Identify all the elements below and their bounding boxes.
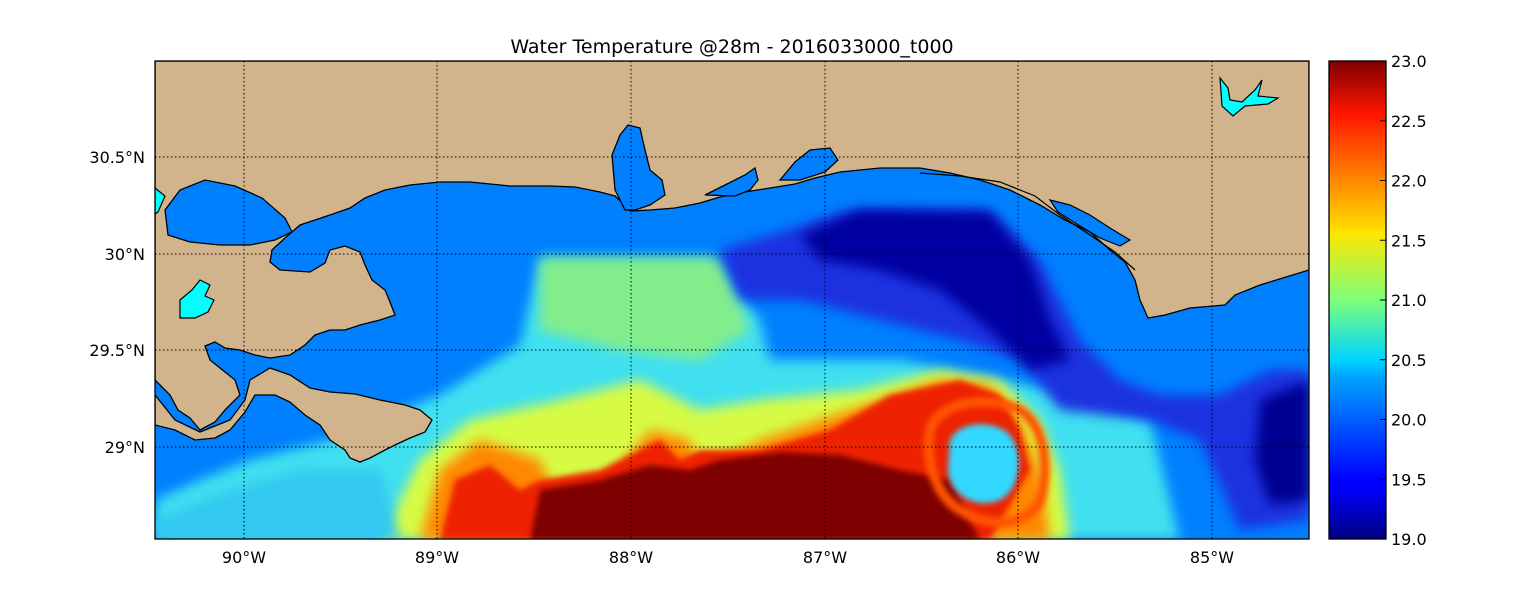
map-frame [154, 60, 1310, 540]
map-panel [154, 60, 1310, 540]
cold-core [800, 210, 1070, 370]
colorbar: 23.0 22.5 22.0 21.5 21.0 20.5 20.0 19.5 19.0 [1328, 52, 1427, 549]
lon-label-90w: 90°W [222, 548, 266, 567]
lat-label-29-5n: 29.5°N [89, 341, 145, 360]
eddy-ring [923, 396, 1050, 528]
colorbar-tick-label: 20.5 [1391, 351, 1427, 370]
eddy-center [948, 424, 1019, 504]
shelf-green [540, 258, 750, 360]
colorbar-tick-label: 19.0 [1391, 530, 1427, 549]
choctawhatchee-bay [778, 147, 839, 181]
pensacola-bay [704, 166, 759, 197]
colorbar-ticks: 23.0 22.5 22.0 21.5 21.0 20.5 20.0 19.5 19.0 [1380, 52, 1427, 549]
inland-lake-northeast [1219, 76, 1280, 117]
apalachicola-bay [1048, 199, 1132, 247]
colorbar-tick-label: 23.0 [1391, 52, 1427, 71]
mobile-bay [611, 124, 666, 211]
lon-label-85w: 85°W [1190, 548, 1234, 567]
cold-pool [720, 210, 1309, 530]
colorbar-tick-label: 19.5 [1391, 470, 1427, 489]
colorbar-tick-label: 22.5 [1391, 112, 1427, 131]
lon-label-89w: 89°W [415, 548, 459, 567]
lake-pontchartrain [164, 179, 293, 246]
inland-lake-west [155, 187, 166, 215]
temperature-field [155, 210, 1309, 539]
lon-label-88w: 88°W [609, 548, 653, 567]
colorbar-tick-label: 21.5 [1391, 231, 1427, 250]
land [155, 61, 1309, 463]
lat-label-30-5n: 30.5°N [89, 148, 145, 167]
southwest-shelf [155, 470, 400, 539]
latitude-labels: 30.5°N 30°N 29.5°N 29°N [89, 148, 145, 457]
lat-label-30n: 30°N [105, 245, 145, 264]
cold-east [1255, 380, 1309, 505]
colorbar-tick-label: 21.0 [1391, 291, 1427, 310]
colorbar-tick-label: 20.0 [1391, 411, 1427, 430]
lon-label-87w: 87°W [803, 548, 847, 567]
colorbar-tick-label: 22.0 [1391, 172, 1427, 191]
barrier-island [919, 172, 1136, 271]
graticule [155, 61, 1309, 539]
colorbar-gradient [1329, 61, 1386, 539]
lat-label-29n: 29°N [105, 438, 145, 457]
coastline-land [155, 61, 1309, 463]
warm-core [530, 452, 980, 539]
inland-lake-barataria [179, 279, 215, 319]
map-title: Water Temperature @28m - 2016033000_t000 [510, 36, 953, 58]
lon-label-86w: 86°W [996, 548, 1040, 567]
longitude-labels: 90°W 89°W 88°W 87°W 86°W 85°W [222, 548, 1234, 567]
